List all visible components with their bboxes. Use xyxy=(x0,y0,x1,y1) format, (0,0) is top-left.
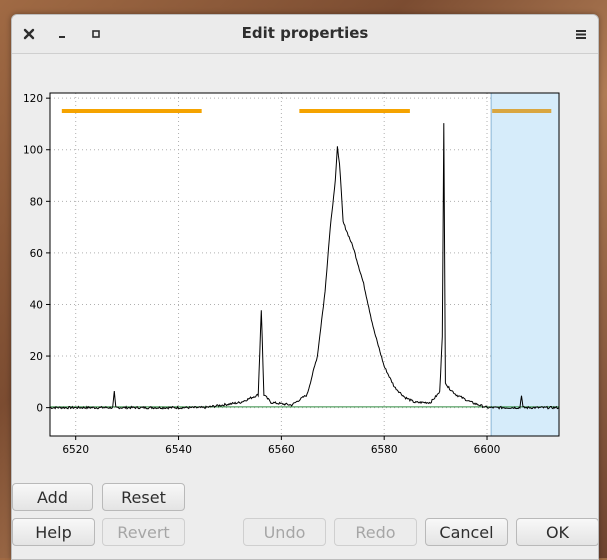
spectrum-plot-area[interactable]: 6520 6540 6560 6580 6600 0 20 40 60 80 100 120 xyxy=(12,54,598,484)
plot-frame-border xyxy=(49,92,560,437)
edit-properties-dialog: Edit properties 6520 6540 6560 6580 6600 0 20 4… xyxy=(11,14,599,560)
x-tick-label: 6560 xyxy=(268,444,295,456)
spectrum-chart[interactable]: 6520 6540 6560 6580 6600 0 20 40 60 80 100 120 xyxy=(12,54,598,484)
x-tick-label: 6540 xyxy=(165,444,192,456)
minimize-icon[interactable] xyxy=(50,22,74,46)
y-tick-label: 120 xyxy=(23,93,43,105)
x-tick-label: 6600 xyxy=(474,444,501,456)
help-button[interactable]: Help xyxy=(12,518,95,546)
y-tick-label: 0 xyxy=(36,403,43,415)
y-tick-label: 40 xyxy=(30,299,43,311)
x-tick-label: 6580 xyxy=(371,444,398,456)
selected-range-highlight xyxy=(491,93,559,436)
close-icon[interactable] xyxy=(17,22,41,46)
undo-button[interactable]: Undo xyxy=(243,518,326,546)
hamburger-menu-icon[interactable] xyxy=(569,22,593,46)
ok-button[interactable]: OK xyxy=(516,518,599,546)
y-tick-label: 60 xyxy=(30,248,43,260)
maximize-icon[interactable] xyxy=(84,22,108,46)
plot-background xyxy=(50,93,559,436)
cancel-button[interactable]: Cancel xyxy=(425,518,508,546)
revert-button[interactable]: Revert xyxy=(102,518,185,546)
x-tick-label: 6520 xyxy=(62,444,89,456)
redo-button[interactable]: Redo xyxy=(334,518,417,546)
reset-button[interactable]: Reset xyxy=(102,483,185,511)
y-tick-label: 80 xyxy=(30,196,43,208)
window-title: Edit properties xyxy=(241,24,369,42)
title-bar: Edit properties xyxy=(12,15,598,54)
add-button[interactable]: Add xyxy=(12,483,93,511)
y-tick-label: 20 xyxy=(30,351,43,363)
spectrum-line xyxy=(49,123,560,410)
y-tick-label: 100 xyxy=(23,145,43,157)
